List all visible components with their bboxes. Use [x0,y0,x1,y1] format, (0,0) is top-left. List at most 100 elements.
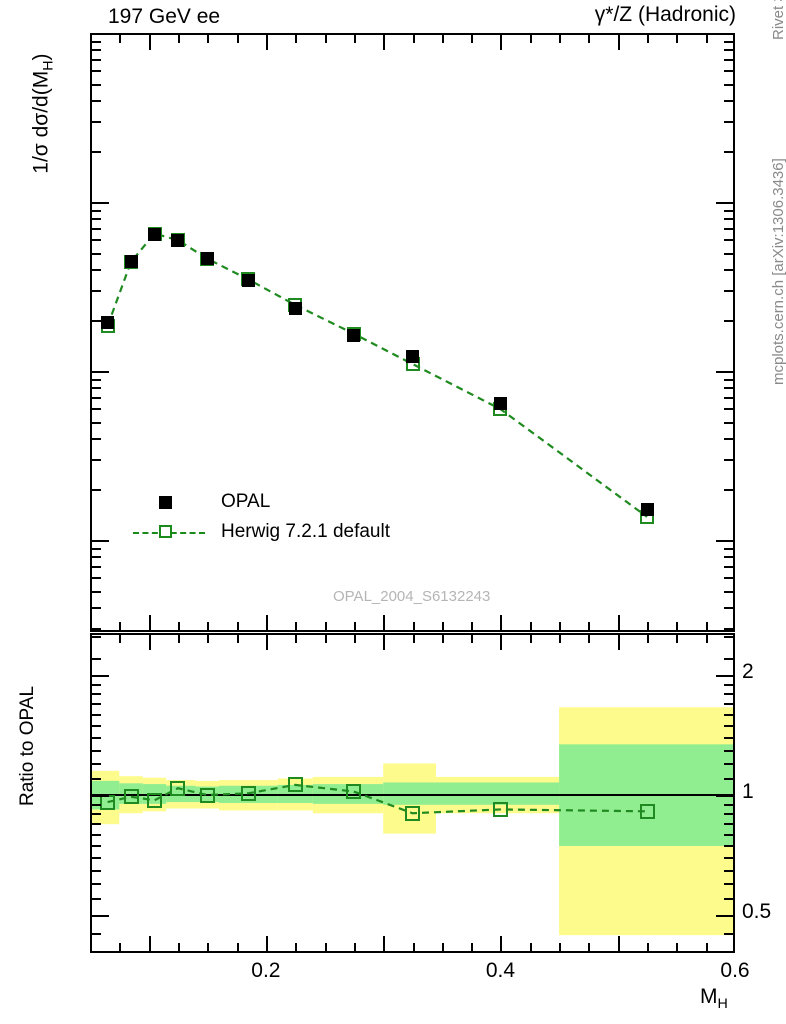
axis-tick [92,548,101,550]
axis-tick [92,151,101,153]
axis-tick [724,379,733,381]
axis-tick [237,635,239,643]
axis-tick [92,898,101,900]
axis-tick [724,49,733,51]
axis-tick [647,635,649,643]
opal-data-point [241,273,255,287]
axis-tick [500,936,502,951]
axis-tick [724,870,733,872]
ratio-plot-area [92,635,733,951]
header-right-label: γ*/Z (Hadronic) [594,3,736,26]
axis-tick [724,636,733,638]
axis-tick [716,540,733,542]
opal-data-point [493,396,507,410]
axis-tick [716,915,733,917]
x-tick-label: 0.6 [720,959,750,982]
opal-data-point [640,502,654,516]
axis-tick [266,35,268,50]
axis-tick [559,622,561,630]
ratio-inner-uncertainty-band [383,782,436,805]
axis-tick [618,635,620,650]
axis-tick [149,35,151,50]
axis-tick [207,635,209,643]
axis-tick [266,936,268,951]
axis-tick [92,459,101,461]
axis-tick [92,714,101,716]
legend-item: Herwig 7.2.1 default [133,517,390,547]
main-plot-area [92,35,733,630]
axis-tick [724,151,733,153]
axis-tick [92,675,109,677]
axis-tick [676,635,678,643]
axis-tick [92,320,101,322]
axis-tick [92,577,101,579]
ratio-y-tick-label-right: 0.5 [742,900,772,923]
opal-data-point [124,254,138,268]
axis-tick [92,41,101,43]
ratio-inner-uncertainty-band [277,784,313,803]
axis-tick [724,703,733,705]
axis-tick [92,290,101,292]
x-axis-title-sub: H [717,996,728,1013]
axis-tick [530,35,532,43]
axis-tick [354,635,356,643]
axis-tick [92,489,101,491]
ratio-data-point [147,792,162,808]
axis-tick [706,943,708,951]
ratio-data-point [170,780,186,796]
axis-tick [325,943,327,951]
axis-tick [724,269,733,271]
axis-tick [92,607,101,609]
rivet-credit-label: Rivet 3.1.10, 2.7M events [770,0,786,40]
axis-tick [92,750,101,752]
axis-tick [266,635,268,650]
axis-tick [92,371,109,373]
axis-tick [207,622,209,630]
axis-tick [92,684,101,686]
axis-tick [92,210,101,212]
main-y-axis-title-pre: 1/σ dσ/d(M [29,70,53,174]
axis-tick [588,622,590,630]
axis-tick [471,943,473,951]
axis-tick [724,763,733,765]
axis-tick [295,635,297,643]
axis-tick [237,35,239,43]
ratio-y-tick-label-right: 2 [742,660,754,683]
axis-tick [354,943,356,951]
axis-tick [442,635,444,643]
legend-label: OPAL [221,491,271,512]
legend: OPAL Herwig 7.2.1 default [133,487,390,547]
axis-tick [588,635,590,643]
ratio-data-point [492,801,508,817]
axis-tick [724,100,733,102]
mcplots-credit-label: mcplots.cern.ch [arXiv:1306.3436] [770,158,786,385]
axis-tick [724,857,733,859]
axis-tick [724,84,733,86]
axis-tick [178,622,180,630]
axis-tick [413,635,415,643]
axis-tick [92,556,101,558]
axis-tick [178,35,180,43]
axis-tick [500,35,502,50]
axis-tick [354,622,356,630]
axis-tick [92,804,101,806]
axis-tick [149,615,151,630]
axis-tick [354,35,356,43]
ratio-data-point [405,805,420,821]
axis-tick [92,540,109,542]
axis-tick [716,675,733,677]
legend-item: OPAL [133,487,390,517]
axis-tick [149,635,151,650]
axis-tick [92,737,101,739]
axis-tick [706,635,708,643]
axis-tick [724,750,733,752]
axis-tick [724,725,733,727]
axis-tick [647,943,649,951]
axis-tick [92,628,101,630]
axis-tick [724,658,733,660]
axis-tick [119,635,121,643]
axis-tick [266,615,268,630]
axis-tick [92,218,101,220]
axis-tick [295,35,297,43]
axis-tick [92,70,101,72]
